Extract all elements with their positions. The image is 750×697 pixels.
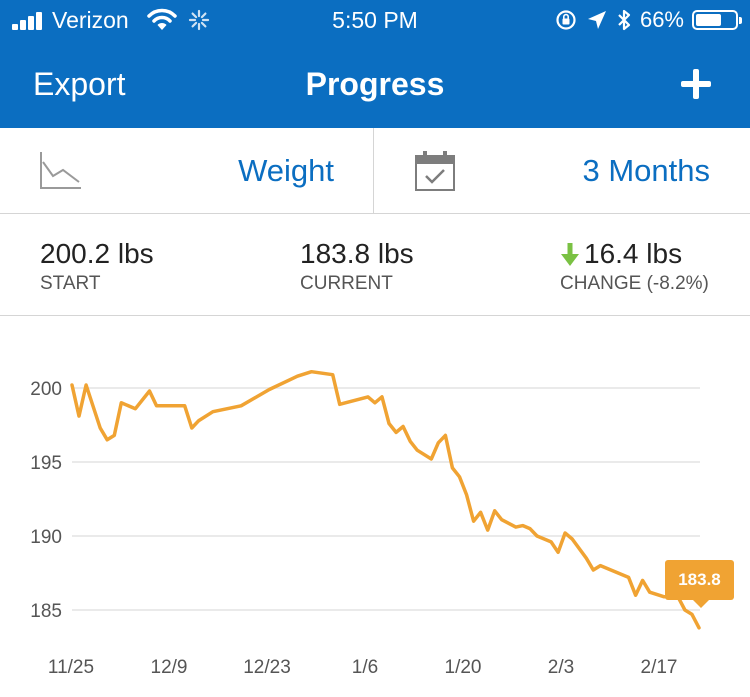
y-tick-label: 190 [30,527,62,548]
current-stat: 183.8 lbs CURRENT [300,239,414,295]
chart-plot: 200 195 190 185 11/25 12/9 12/23 1/6 1/20 2/3 2/17 [30,369,701,678]
y-tick-label: 200 [30,379,62,400]
metric-selector[interactable]: Weight [0,128,374,214]
change-value: 16.4 lbs [584,238,683,269]
export-button[interactable]: Export [33,66,126,102]
latest-value-callout: 183.8 [665,560,734,608]
wifi-icon [147,8,177,30]
weight-chart: 200 195 190 185 11/25 12/9 12/23 1/6 1/20 2/3 2/17 [0,316,750,697]
status-time: 5:50 PM [332,7,418,33]
start-caption: START [40,273,101,294]
add-entry-button[interactable] [678,66,714,102]
x-tick-label: 2/3 [548,657,574,678]
x-tick-label: 12/9 [151,657,188,678]
metric-label: Weight [238,153,334,188]
start-stat: 200.2 lbs START [40,239,154,295]
range-label: 3 Months [582,153,710,188]
status-right: 66% [554,6,742,34]
summary-row: 200.2 lbs START 183.8 lbs CURRENT 16.4 l… [0,215,750,316]
battery-percent: 66% [639,7,684,32]
status-bar: Verizon 5:50 PM [0,0,750,40]
top-bar: Verizon 5:50 PM [0,0,750,128]
x-tick-label: 11/25 [48,657,94,678]
change-caption: CHANGE (-8.2%) [560,273,709,294]
battery-icon [692,10,742,30]
x-tick-label: 1/20 [445,657,482,678]
carrier-name: Verizon [52,7,129,33]
current-value: 183.8 lbs [300,238,414,269]
change-stat: 16.4 lbs CHANGE (-8.2%) [560,239,709,295]
bluetooth-icon [618,9,631,31]
weight-series-line [70,369,701,630]
x-tick-label: 12/23 [243,657,291,678]
activity-spinner-icon [188,9,210,31]
x-tick-label: 1/6 [352,657,378,678]
signal-strength-icon [12,12,48,30]
x-tick-label: 2/17 [641,657,678,678]
line-chart-icon [40,152,81,189]
orientation-lock-icon [556,10,576,30]
start-value: 200.2 lbs [40,238,154,269]
selector-row: Weight 3 Months [0,128,750,214]
current-caption: CURRENT [300,273,393,294]
down-arrow-icon [561,243,579,266]
calendar-check-icon [415,151,455,191]
date-range-selector[interactable]: 3 Months [374,128,750,214]
y-tick-label: 195 [30,453,62,474]
location-arrow-icon [587,11,606,29]
y-tick-label: 185 [30,601,62,622]
page-title: Progress [305,66,445,102]
